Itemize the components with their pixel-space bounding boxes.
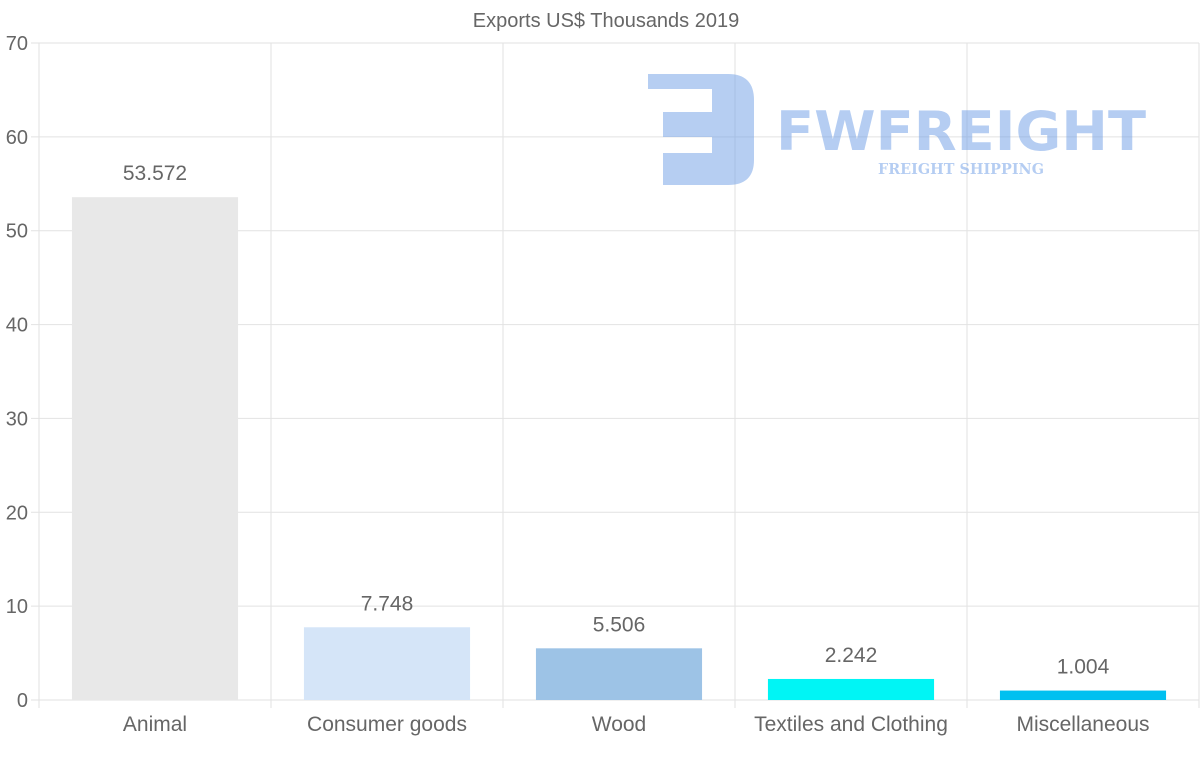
x-tick-label: Animal (123, 713, 187, 736)
bar[interactable] (535, 648, 703, 700)
bar[interactable] (999, 690, 1167, 700)
watermark-logo: FWFREIGHT FREIGHT SHIPPING (648, 74, 1146, 185)
x-tick-label: Consumer goods (307, 713, 467, 736)
x-tick-label: Wood (592, 713, 646, 736)
y-tick-label: 20 (6, 502, 28, 524)
data-label: 2.242 (825, 644, 878, 667)
y-tick-label: 60 (6, 127, 28, 149)
watermark-brand: FWFREIGHT (776, 100, 1146, 163)
y-tick-label: 50 (6, 221, 28, 243)
y-tick-label: 10 (6, 596, 28, 618)
x-tick-label: Miscellaneous (1016, 713, 1149, 736)
y-tick-label: 30 (6, 408, 28, 430)
bars (71, 197, 1167, 700)
data-label: 1.004 (1057, 656, 1110, 679)
watermark-tagline: FREIGHT SHIPPING (878, 160, 1044, 178)
bar[interactable] (767, 678, 935, 700)
data-labels: 53.572 7.748 5.506 2.242 1.004 (123, 162, 1110, 678)
x-tick-label: Textiles and Clothing (754, 713, 948, 736)
bar[interactable] (303, 627, 471, 700)
data-label: 53.572 (123, 162, 187, 185)
y-tick-label: 40 (6, 315, 28, 337)
bar[interactable] (71, 197, 239, 700)
y-tick-label: 70 (6, 33, 28, 55)
data-label: 7.748 (361, 592, 414, 615)
y-axis-ticks: 0 10 20 30 40 50 60 70 (6, 33, 28, 712)
data-label: 5.506 (593, 613, 646, 636)
x-axis-ticks: Animal Consumer goods Wood Textiles and Clo… (123, 713, 1150, 736)
watermark-logo-icon (648, 74, 754, 185)
chart-title: Exports US$ Thousands 2019 (473, 10, 739, 32)
y-tick-label: 0 (17, 690, 28, 712)
